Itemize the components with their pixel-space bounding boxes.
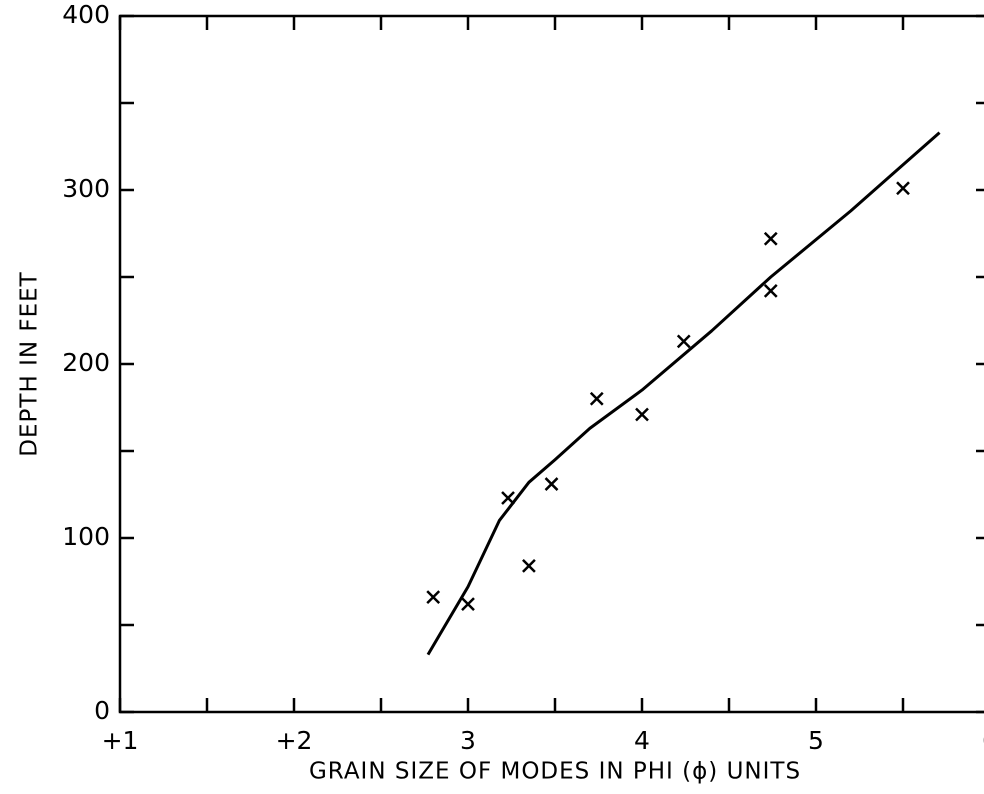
x-tick-label: 6	[982, 726, 984, 755]
data-point	[676, 334, 691, 349]
data-point	[522, 558, 536, 573]
data-point	[426, 590, 441, 605]
x-axis-title: GRAIN SIZE OF MODES IN PHI (ϕ) UNITS	[309, 759, 801, 785]
data-point	[501, 491, 515, 505]
x-tick-label: +2	[276, 726, 313, 755]
x-tick-label: 4	[634, 726, 650, 755]
x-tick-label: +1	[102, 726, 139, 755]
y-tick-label: 400	[62, 0, 110, 29]
y-tick-label: 300	[62, 174, 110, 203]
y-axis-title: DEPTH IN FEET	[17, 271, 43, 456]
y-tick-label: 200	[62, 348, 110, 377]
data-point	[461, 597, 475, 612]
x-tick-label: 3	[460, 726, 476, 755]
plot-frame	[118, 14, 984, 714]
data-point	[763, 231, 778, 246]
fit-line	[426, 131, 941, 656]
x-tick-label: 5	[808, 726, 824, 755]
data-point	[896, 181, 910, 196]
y-tick-label: 0	[94, 696, 110, 725]
data-point	[763, 284, 778, 298]
data-point	[544, 477, 559, 491]
y-tick-label: 100	[62, 522, 110, 551]
data-point	[589, 391, 604, 406]
data-point	[635, 407, 649, 422]
